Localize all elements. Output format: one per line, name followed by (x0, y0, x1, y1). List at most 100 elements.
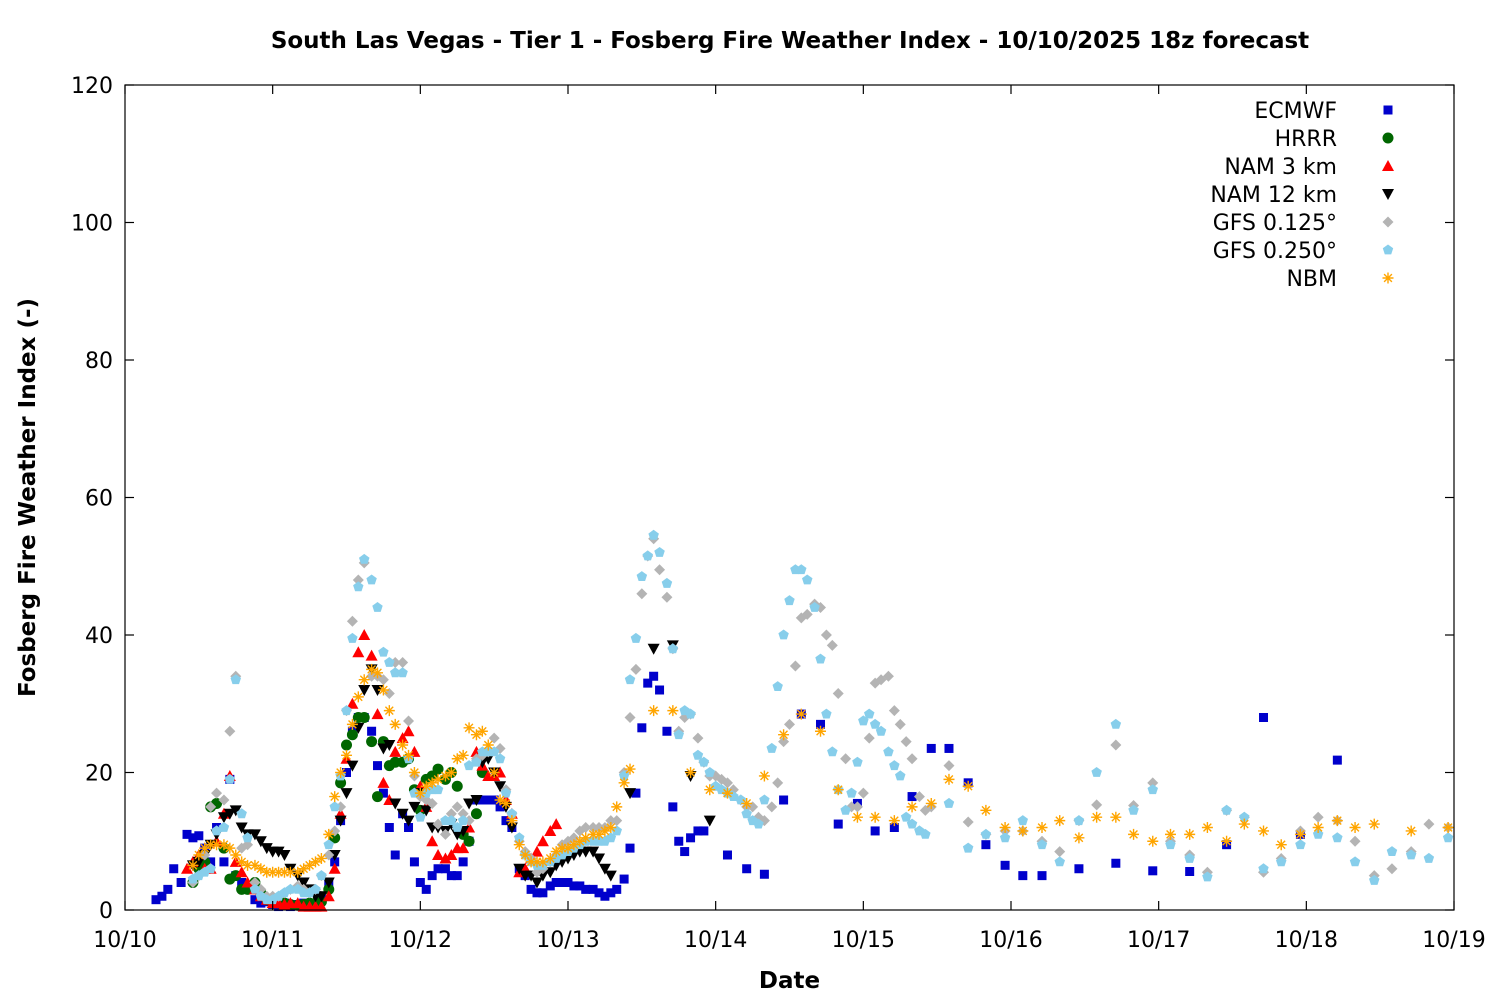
data-point (1221, 835, 1233, 847)
legend-marker (1382, 189, 1394, 200)
data-point (451, 801, 463, 813)
data-point (1332, 832, 1343, 843)
data-point (206, 857, 216, 867)
legend-marker (1382, 244, 1394, 255)
data-point (310, 883, 321, 894)
data-point (298, 863, 310, 875)
data-point (250, 895, 260, 905)
data-point (802, 574, 813, 585)
data-point (895, 770, 906, 781)
data-point (759, 869, 769, 879)
data-point (575, 881, 585, 891)
data-point (827, 746, 838, 757)
data-point (414, 787, 426, 799)
data-point (636, 588, 648, 600)
data-point (513, 839, 525, 851)
data-point (568, 839, 580, 851)
data-point (192, 856, 205, 868)
data-point (605, 822, 617, 833)
data-point (377, 776, 390, 788)
data-point (366, 736, 378, 748)
data-point (648, 705, 660, 717)
legend-label: GFS 0.125° (1213, 211, 1337, 236)
data-point (889, 823, 899, 832)
data-point (1312, 811, 1324, 823)
data-point (815, 653, 826, 664)
data-point (1110, 811, 1122, 823)
legend-label: ECMWF (1254, 99, 1337, 124)
data-point (377, 743, 390, 755)
data-point (722, 850, 732, 860)
data-point (605, 815, 617, 827)
data-point (346, 697, 359, 709)
legend-label: HRRR (1275, 127, 1337, 152)
data-point (402, 725, 415, 737)
data-point (218, 822, 230, 832)
data-point (482, 739, 494, 751)
data-point (624, 788, 637, 800)
data-point (378, 646, 389, 657)
data-point (409, 857, 419, 867)
legend-label: NBM (1286, 267, 1337, 292)
data-point (667, 643, 679, 654)
data-point (655, 685, 665, 695)
data-point (594, 888, 604, 898)
data-point (906, 753, 918, 765)
legend-marker (1382, 216, 1394, 228)
data-point (889, 760, 900, 771)
data-point (470, 729, 482, 741)
data-point (1147, 777, 1159, 789)
data-point (426, 835, 439, 847)
x-tick-label: 10/13 (536, 928, 599, 953)
data-point (1147, 835, 1159, 847)
series-5 (187, 529, 1454, 905)
data-point (278, 866, 290, 878)
x-tick-label: 10/11 (241, 928, 304, 953)
data-point (346, 729, 358, 741)
data-point (421, 884, 431, 894)
data-point (1184, 828, 1196, 840)
data-point (693, 826, 703, 836)
data-point (451, 753, 463, 765)
data-point (1275, 839, 1287, 851)
data-point (500, 787, 512, 798)
data-point (759, 794, 770, 805)
data-point (340, 788, 353, 800)
data-point (457, 815, 469, 826)
data-point (1164, 828, 1176, 840)
data-point (426, 797, 438, 809)
data-point (236, 808, 247, 819)
data-point (545, 881, 555, 891)
data-point (506, 808, 518, 819)
data-point (643, 678, 653, 688)
data-point (315, 852, 327, 864)
legend-marker (1383, 105, 1393, 115)
data-point (852, 756, 863, 767)
data-point (870, 826, 880, 836)
data-point (329, 801, 340, 812)
data-point (457, 842, 470, 854)
data-point (426, 777, 438, 789)
data-point (532, 888, 542, 898)
data-point (1000, 860, 1010, 870)
x-tick-label: 10/17 (1127, 928, 1190, 953)
data-point (704, 767, 715, 777)
data-point (587, 846, 600, 858)
data-point (779, 795, 789, 805)
data-point (1258, 825, 1270, 837)
data-point (618, 777, 630, 789)
data-point (151, 895, 161, 905)
data-point (229, 805, 242, 817)
data-point (341, 739, 352, 751)
data-point (525, 856, 537, 868)
data-point (451, 829, 464, 841)
data-point (372, 667, 384, 679)
data-point (894, 718, 906, 730)
data-point (389, 798, 402, 810)
data-point (772, 777, 784, 789)
data-point (235, 866, 248, 878)
data-point (366, 574, 377, 585)
data-point (536, 835, 549, 847)
data-point (820, 629, 832, 641)
